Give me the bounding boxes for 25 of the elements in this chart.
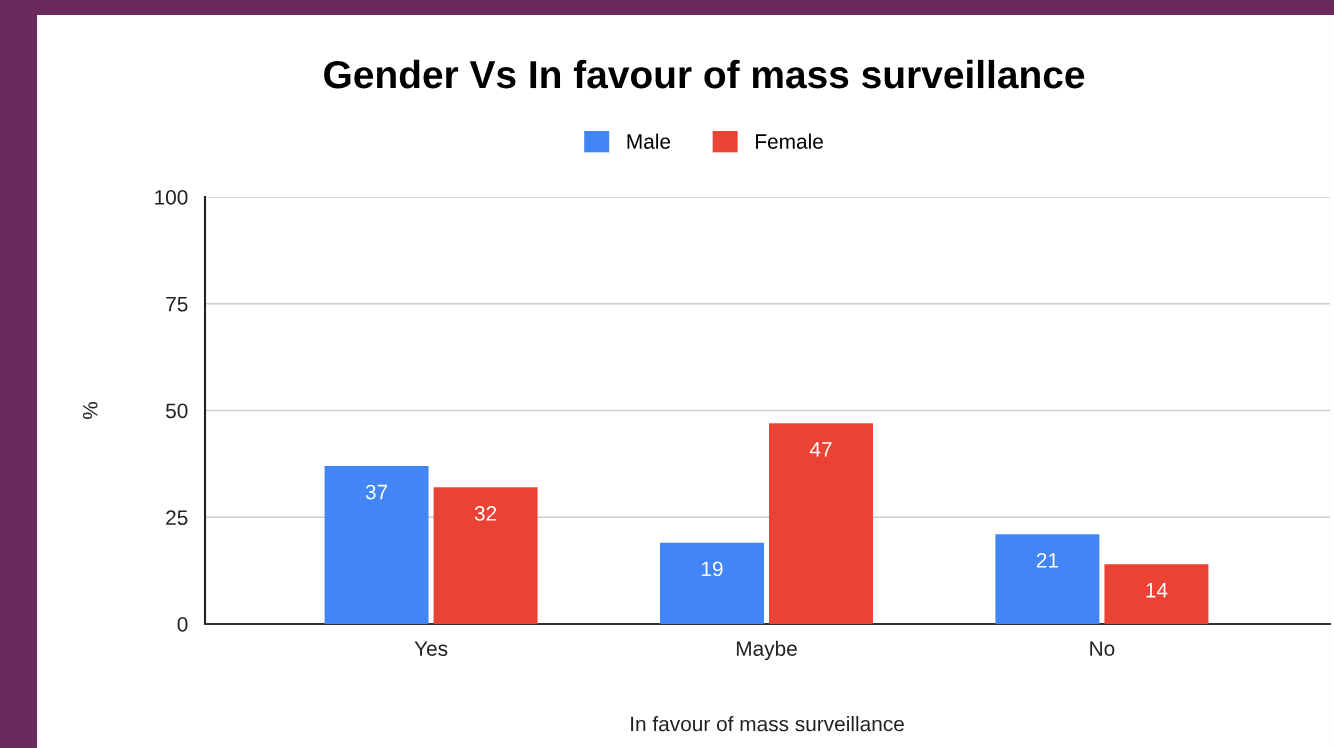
bar [995,534,1100,624]
y-axis-title: % [82,401,98,420]
bar [433,487,538,624]
chart-title: Gender Vs In favour of mass surveillance [324,59,1085,89]
y-tick-label: 25 [166,510,188,525]
x-axis-title: In favour of mass surveillance [631,716,904,732]
data-label: 21 [1036,552,1058,568]
data-label: 32 [474,505,497,521]
data-label: 37 [365,484,388,500]
y-tick-label: 50 [166,403,188,419]
bar [769,423,873,624]
y-tick-label: 0 [177,617,188,632]
legend-label: Female [756,133,823,149]
data-label: 19 [701,561,723,577]
data-label: 14 [1146,583,1168,598]
y-tick-label: 100 [155,190,188,205]
bar [324,466,429,624]
bar [660,542,764,624]
x-tick-label: Maybe [736,640,797,661]
x-tick-label: No [1090,641,1115,656]
x-tick-label: Yes [414,641,448,656]
y-tick-label: 75 [166,296,188,312]
bar [1104,564,1209,624]
legend-label: Male [627,133,671,149]
data-label: 47 [809,442,832,457]
